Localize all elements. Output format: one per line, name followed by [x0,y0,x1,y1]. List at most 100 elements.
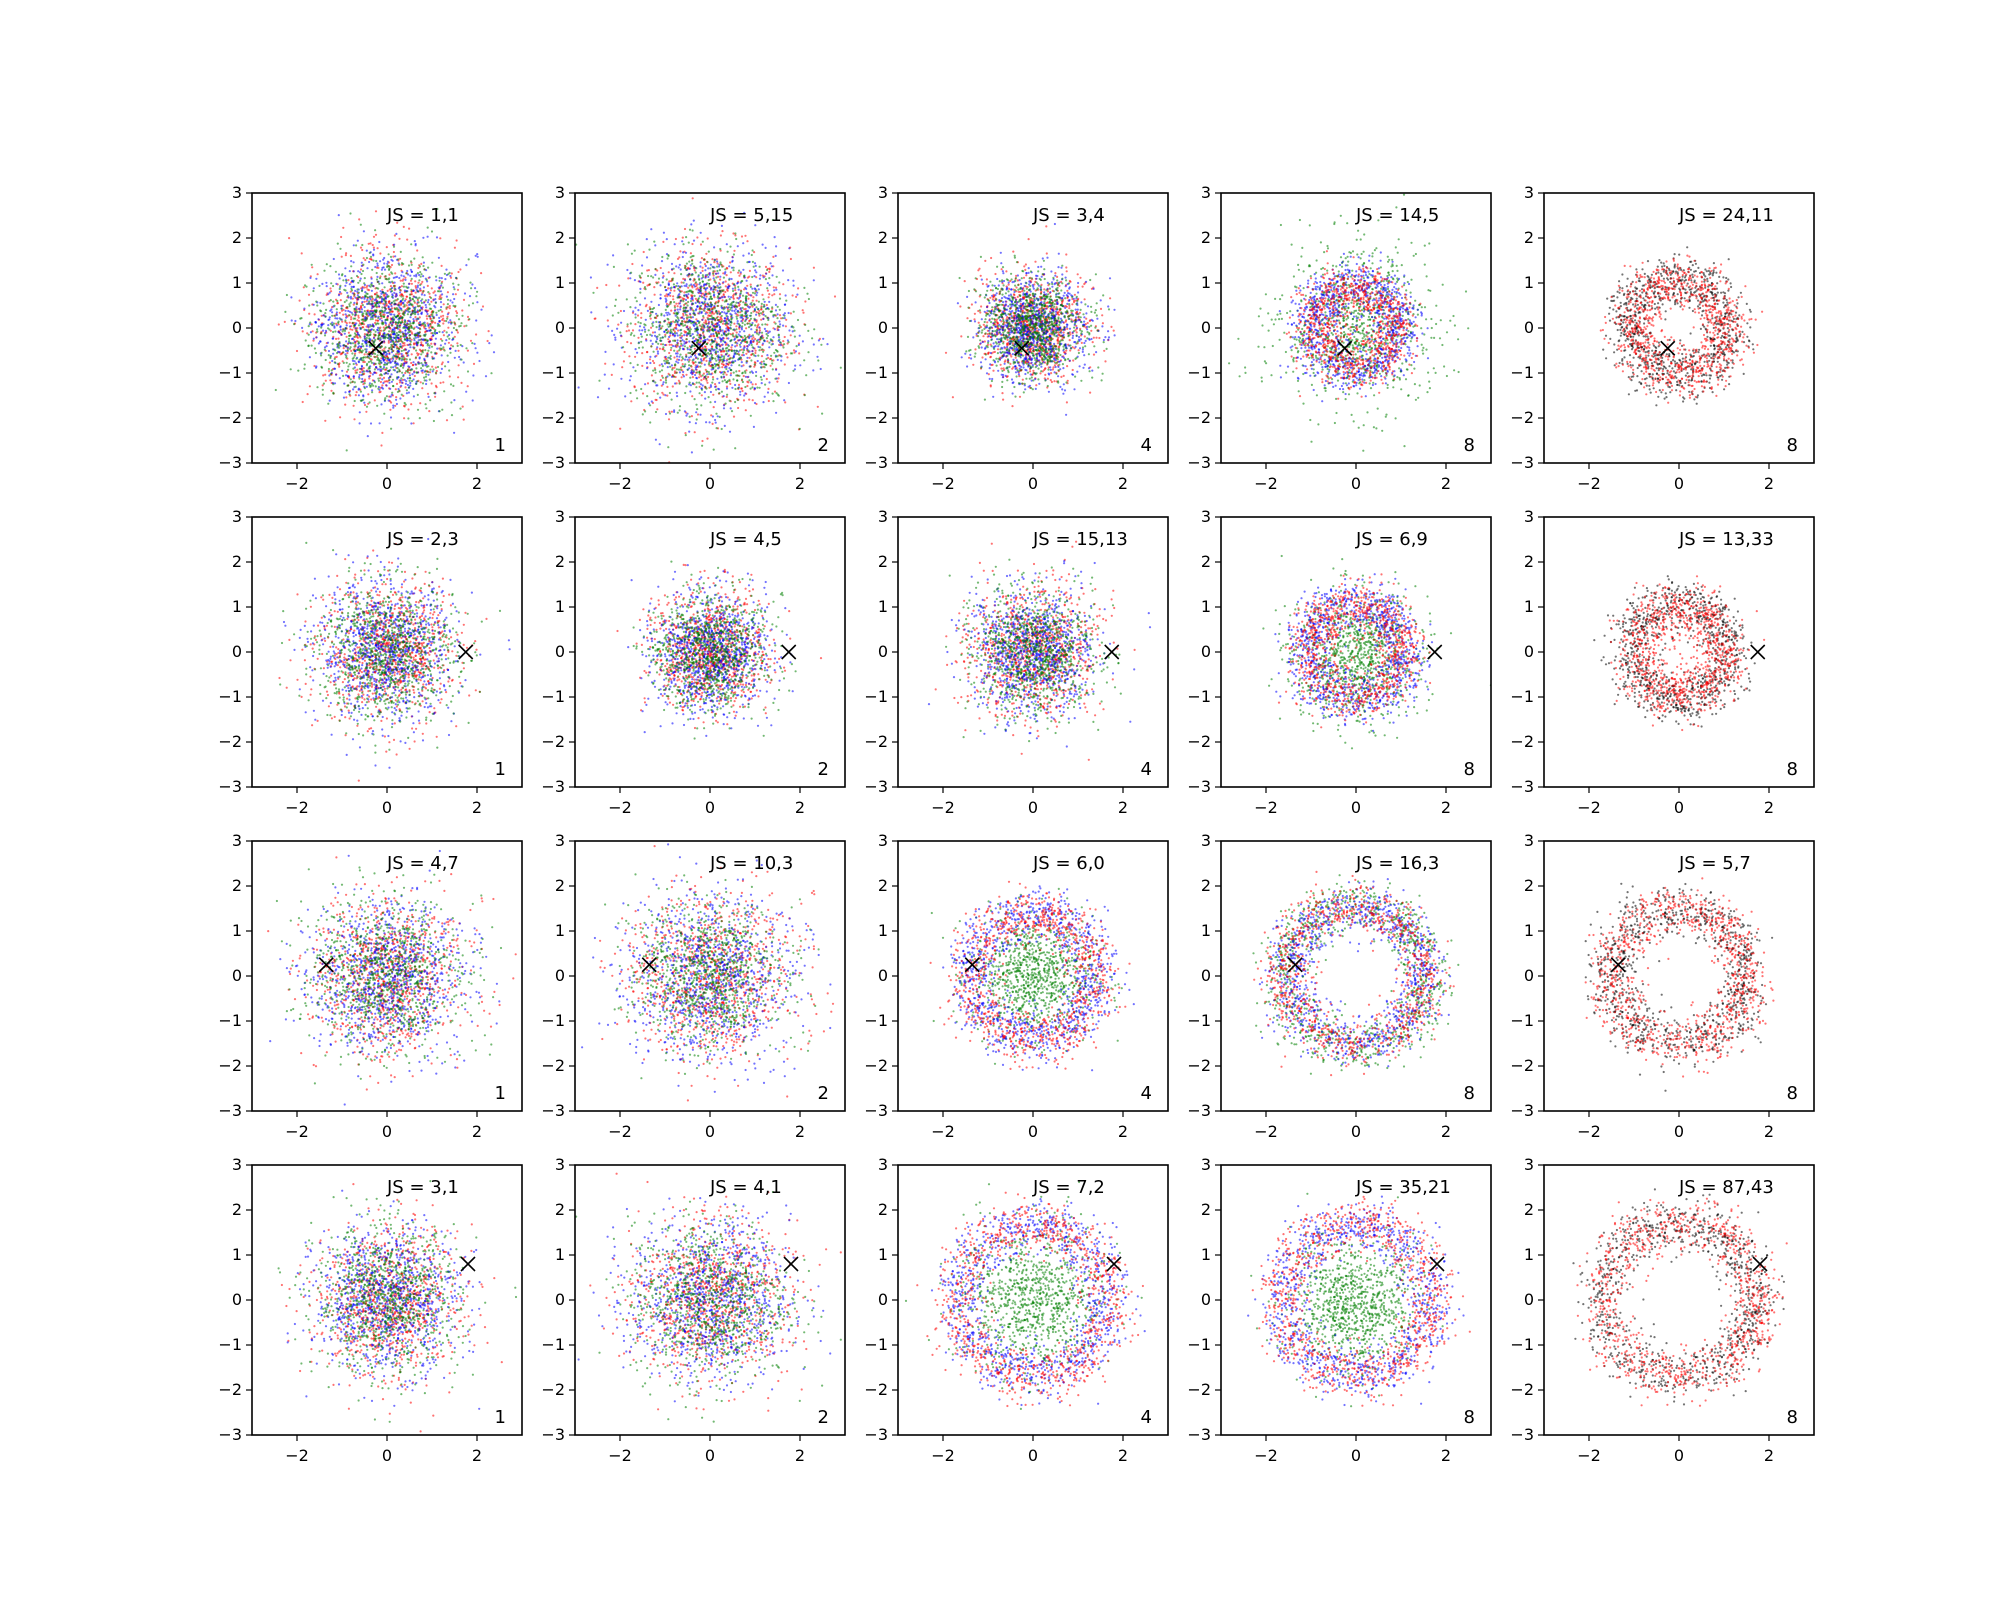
data-point [363,319,366,322]
data-point [372,362,375,365]
data-point [466,370,470,373]
data-point [448,271,451,274]
data-point [687,360,690,363]
data-point [368,401,371,404]
data-point [634,369,637,372]
data-point [290,319,293,322]
data-point [724,280,727,283]
data-point [331,324,334,327]
data-point [735,344,739,347]
data-point [700,388,704,391]
data-point [376,262,379,265]
data-point [371,268,374,271]
data-point [698,302,701,305]
data-point [706,287,709,290]
data-point [724,402,727,405]
data-point [638,325,642,328]
data-point [400,384,403,387]
data-point [337,214,340,217]
data-point [812,343,815,346]
data-point [441,408,444,411]
data-point [368,377,371,380]
data-point [380,309,383,312]
data-point [437,309,440,312]
data-point [361,243,364,247]
data-point [274,388,277,392]
y-tick-label: 1 [232,273,242,292]
data-point [686,486,688,488]
data-point [403,342,406,345]
data-point [701,269,704,272]
data-point [345,340,348,343]
data-point [734,308,737,311]
data-point [452,293,455,296]
data-point [701,439,704,443]
data-point [722,281,725,284]
data-point [372,254,375,257]
data-point [361,349,364,352]
data-point [677,319,680,322]
data-point [354,327,357,330]
data-point [673,309,677,312]
data-point [358,411,361,414]
data-point [742,242,745,245]
data-point [755,271,758,274]
data-point [702,296,706,299]
data-point [627,329,631,332]
data-point [700,328,703,331]
data-point [762,313,765,316]
data-point [735,315,738,318]
data-point [303,367,306,370]
data-point [748,269,752,272]
data-point [488,342,491,345]
data-point [430,342,433,345]
data-point [442,381,445,384]
data-point [440,305,443,309]
data-point [434,371,438,374]
data-point [438,276,441,279]
data-point [340,333,343,336]
data-point [335,313,338,317]
data-point [361,377,364,381]
data-point [384,336,387,339]
data-point [388,273,391,276]
data-point [737,383,741,386]
data-point [700,257,704,260]
data-point [360,272,363,276]
data-point [418,417,421,420]
data-point [662,393,665,396]
data-point [728,285,731,288]
data-point [718,392,721,395]
data-point [794,350,798,353]
data-point [361,269,365,273]
data-point [743,370,747,373]
data-point [765,337,769,340]
data-point [350,311,353,314]
data-point [665,293,668,296]
data-point [389,302,392,305]
data-point [346,306,349,309]
data-point [725,349,728,353]
data-point [674,352,678,355]
data-point [635,389,638,392]
data-point [413,274,416,277]
data-point [717,324,721,327]
data-point [688,260,691,263]
data-point [430,319,433,322]
data-point [660,363,663,366]
data-point [753,401,757,405]
data-point [420,293,423,296]
data-point [732,266,735,269]
data-point [457,364,460,367]
data-point [344,349,348,352]
data-point [681,319,684,323]
data-point [441,361,444,364]
data-point [371,243,374,247]
data-point [414,286,417,289]
data-point [758,309,761,312]
data-point [710,315,713,318]
data-point [676,358,679,361]
data-point [381,288,384,291]
data-point [414,311,417,314]
data-point [817,359,820,362]
